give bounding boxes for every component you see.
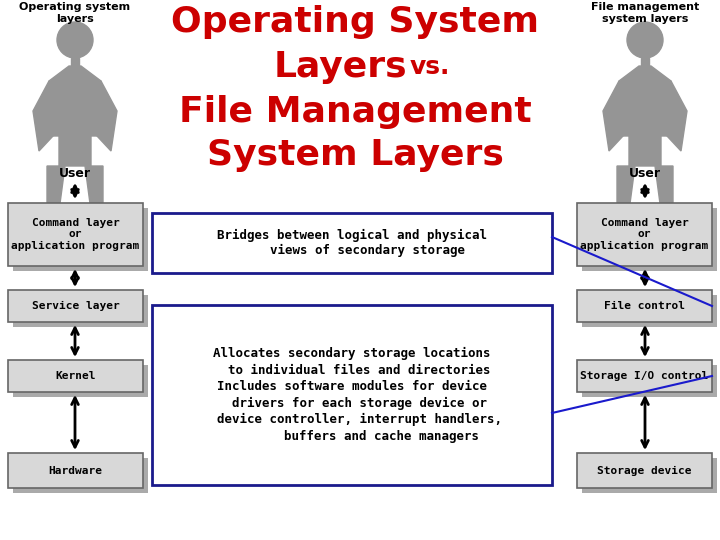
Text: Command layer
or
application program: Command layer or application program	[12, 218, 140, 251]
Polygon shape	[97, 81, 117, 151]
Text: Service layer: Service layer	[32, 301, 120, 311]
Polygon shape	[33, 81, 53, 151]
FancyBboxPatch shape	[13, 458, 148, 493]
Polygon shape	[603, 81, 623, 151]
Text: System Layers: System Layers	[207, 138, 503, 172]
Text: Storage device: Storage device	[598, 465, 692, 476]
Text: Operating System: Operating System	[171, 5, 539, 39]
FancyBboxPatch shape	[8, 203, 143, 266]
FancyBboxPatch shape	[577, 360, 712, 392]
FancyBboxPatch shape	[8, 453, 143, 488]
Text: Storage I/O control: Storage I/O control	[580, 371, 708, 381]
Text: File Management: File Management	[179, 95, 531, 129]
FancyBboxPatch shape	[152, 305, 552, 485]
FancyBboxPatch shape	[152, 213, 552, 273]
Polygon shape	[47, 66, 103, 211]
Polygon shape	[641, 58, 649, 66]
FancyBboxPatch shape	[13, 365, 148, 397]
FancyBboxPatch shape	[8, 290, 143, 322]
Circle shape	[57, 22, 93, 58]
Text: Hardware: Hardware	[48, 465, 102, 476]
Text: Layers: Layers	[273, 50, 407, 84]
Text: File control: File control	[604, 301, 685, 311]
FancyBboxPatch shape	[577, 453, 712, 488]
Text: File management
system layers: File management system layers	[591, 2, 699, 24]
Polygon shape	[617, 66, 673, 211]
Text: Operating system
layers: Operating system layers	[19, 2, 130, 24]
FancyBboxPatch shape	[582, 295, 717, 327]
Text: Command layer
or
application program: Command layer or application program	[580, 218, 708, 251]
Text: User: User	[629, 167, 661, 180]
Text: Kernel: Kernel	[55, 371, 96, 381]
FancyBboxPatch shape	[13, 295, 148, 327]
Polygon shape	[71, 58, 79, 66]
Text: Allocates secondary storage locations
  to individual files and directories
Incl: Allocates secondary storage locations to…	[202, 347, 502, 443]
Text: Bridges between logical and physical
    views of secondary storage: Bridges between logical and physical vie…	[217, 229, 487, 257]
FancyBboxPatch shape	[8, 360, 143, 392]
Circle shape	[627, 22, 663, 58]
Text: User: User	[59, 167, 91, 180]
FancyBboxPatch shape	[582, 458, 717, 493]
FancyBboxPatch shape	[577, 203, 712, 266]
FancyBboxPatch shape	[582, 365, 717, 397]
Polygon shape	[667, 81, 687, 151]
FancyBboxPatch shape	[13, 208, 148, 271]
FancyBboxPatch shape	[577, 290, 712, 322]
FancyBboxPatch shape	[582, 208, 717, 271]
Text: vs.: vs.	[410, 55, 450, 79]
